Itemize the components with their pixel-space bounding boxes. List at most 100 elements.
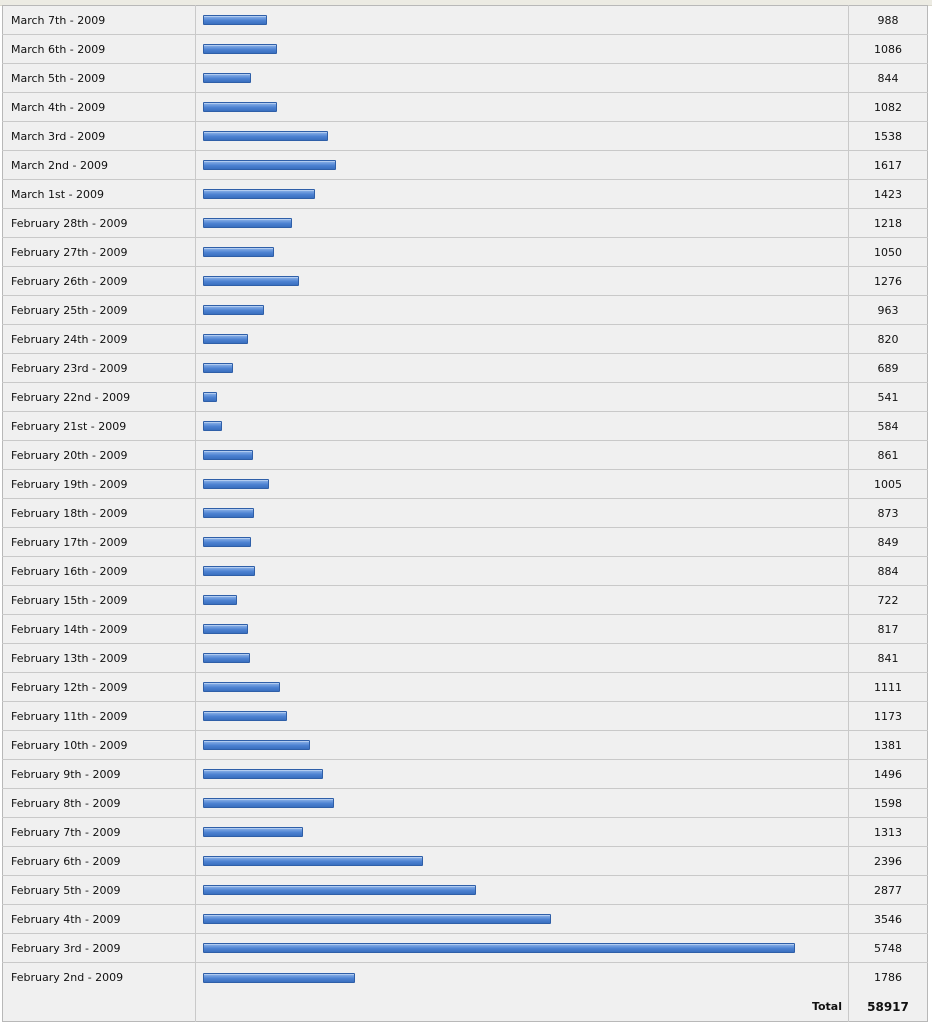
total-row-spacer xyxy=(2,992,196,1022)
bar-mark xyxy=(203,624,248,634)
row-date-label: February 10th - 2009 xyxy=(2,730,196,760)
bar-mark xyxy=(203,450,253,460)
row-date-label: February 18th - 2009 xyxy=(2,498,196,528)
bar-mark xyxy=(203,682,280,692)
row-bar-cell xyxy=(195,63,849,93)
bar-mark xyxy=(203,421,222,431)
table-row: February 8th - 2009 1598 xyxy=(2,788,928,818)
row-bar-cell xyxy=(195,904,849,934)
row-value: 1173 xyxy=(848,701,928,731)
row-date-label: February 5th - 2009 xyxy=(2,875,196,905)
bar-mark xyxy=(203,537,251,547)
row-bar-cell xyxy=(195,92,849,122)
bar-mark xyxy=(203,15,267,25)
row-date-label: February 13th - 2009 xyxy=(2,643,196,673)
bar-mark xyxy=(203,479,269,489)
bar-mark xyxy=(203,885,476,895)
row-bar-cell xyxy=(195,817,849,847)
row-value: 1598 xyxy=(848,788,928,818)
table-row: February 22nd - 2009 541 xyxy=(2,382,928,412)
bar-mark xyxy=(203,827,303,837)
row-value: 873 xyxy=(848,498,928,528)
row-date-label: February 2nd - 2009 xyxy=(2,962,196,992)
table-row: February 24th - 2009 820 xyxy=(2,324,928,354)
row-bar-cell xyxy=(195,556,849,586)
row-value: 820 xyxy=(848,324,928,354)
row-date-label: February 28th - 2009 xyxy=(2,208,196,238)
row-value: 849 xyxy=(848,527,928,557)
row-value: 1005 xyxy=(848,469,928,499)
row-date-label: March 5th - 2009 xyxy=(2,63,196,93)
row-date-label: February 22nd - 2009 xyxy=(2,382,196,412)
row-bar-cell xyxy=(195,266,849,296)
bar-mark xyxy=(203,798,334,808)
row-bar-cell xyxy=(195,353,849,383)
row-value: 2877 xyxy=(848,875,928,905)
row-date-label: March 2nd - 2009 xyxy=(2,150,196,180)
table-row: February 9th - 2009 1496 xyxy=(2,759,928,789)
row-bar-cell xyxy=(195,846,849,876)
bar-mark xyxy=(203,218,292,228)
row-date-label: February 27th - 2009 xyxy=(2,237,196,267)
table-row: March 4th - 2009 1082 xyxy=(2,92,928,122)
row-date-label: February 21st - 2009 xyxy=(2,411,196,441)
bar-mark xyxy=(203,276,299,286)
row-bar-cell xyxy=(195,672,849,702)
row-value: 1617 xyxy=(848,150,928,180)
row-bar-cell xyxy=(195,788,849,818)
row-date-label: February 4th - 2009 xyxy=(2,904,196,934)
table-row: February 4th - 2009 3546 xyxy=(2,904,928,934)
row-date-label: March 7th - 2009 xyxy=(2,5,196,35)
row-bar-cell xyxy=(195,962,849,992)
row-value: 3546 xyxy=(848,904,928,934)
total-label: Total xyxy=(195,992,849,1022)
row-bar-cell xyxy=(195,498,849,528)
row-date-label: February 8th - 2009 xyxy=(2,788,196,818)
bar-mark xyxy=(203,740,310,750)
bar-mark xyxy=(203,653,250,663)
row-value: 1496 xyxy=(848,759,928,789)
table-row: March 5th - 2009 844 xyxy=(2,63,928,93)
table-row: March 3rd - 2009 1538 xyxy=(2,121,928,151)
row-date-label: February 7th - 2009 xyxy=(2,817,196,847)
table-row: March 2nd - 2009 1617 xyxy=(2,150,928,180)
row-value: 689 xyxy=(848,353,928,383)
row-value: 1276 xyxy=(848,266,928,296)
total-row: Total 58917 xyxy=(2,992,928,1022)
bar-mark xyxy=(203,334,248,344)
bar-mark xyxy=(203,856,423,866)
table-row: March 1st - 2009 1423 xyxy=(2,179,928,209)
row-value: 841 xyxy=(848,643,928,673)
table-row: February 27th - 2009 1050 xyxy=(2,237,928,267)
row-value: 963 xyxy=(848,295,928,325)
bar-mark xyxy=(203,972,355,983)
bar-mark xyxy=(203,44,277,54)
total-value: 58917 xyxy=(867,999,909,1014)
bar-mark xyxy=(203,189,315,199)
row-bar-cell xyxy=(195,933,849,963)
table-row: February 2nd - 2009 1786 xyxy=(2,962,928,992)
row-date-label: February 26th - 2009 xyxy=(2,266,196,296)
row-bar-cell xyxy=(195,440,849,470)
table-row: February 10th - 2009 1381 xyxy=(2,730,928,760)
row-value: 1423 xyxy=(848,179,928,209)
table-row: February 3rd - 2009 5748 xyxy=(2,933,928,963)
row-date-label: February 9th - 2009 xyxy=(2,759,196,789)
bar-mark xyxy=(203,131,328,141)
table-row: February 26th - 2009 1276 xyxy=(2,266,928,296)
row-value: 5748 xyxy=(848,933,928,963)
row-value: 1082 xyxy=(848,92,928,122)
row-date-label: March 6th - 2009 xyxy=(2,34,196,64)
row-date-label: February 25th - 2009 xyxy=(2,295,196,325)
row-bar-cell xyxy=(195,179,849,209)
row-bar-cell xyxy=(195,150,849,180)
table-row: February 21st - 2009 584 xyxy=(2,411,928,441)
row-value: 884 xyxy=(848,556,928,586)
row-value: 844 xyxy=(848,63,928,93)
table-row: February 12th - 2009 1111 xyxy=(2,672,928,702)
table-row: February 28th - 2009 1218 xyxy=(2,208,928,238)
row-date-label: February 12th - 2009 xyxy=(2,672,196,702)
table-row: February 13th - 2009 841 xyxy=(2,643,928,673)
table-row: February 25th - 2009 963 xyxy=(2,295,928,325)
table-row: February 5th - 2009 2877 xyxy=(2,875,928,905)
